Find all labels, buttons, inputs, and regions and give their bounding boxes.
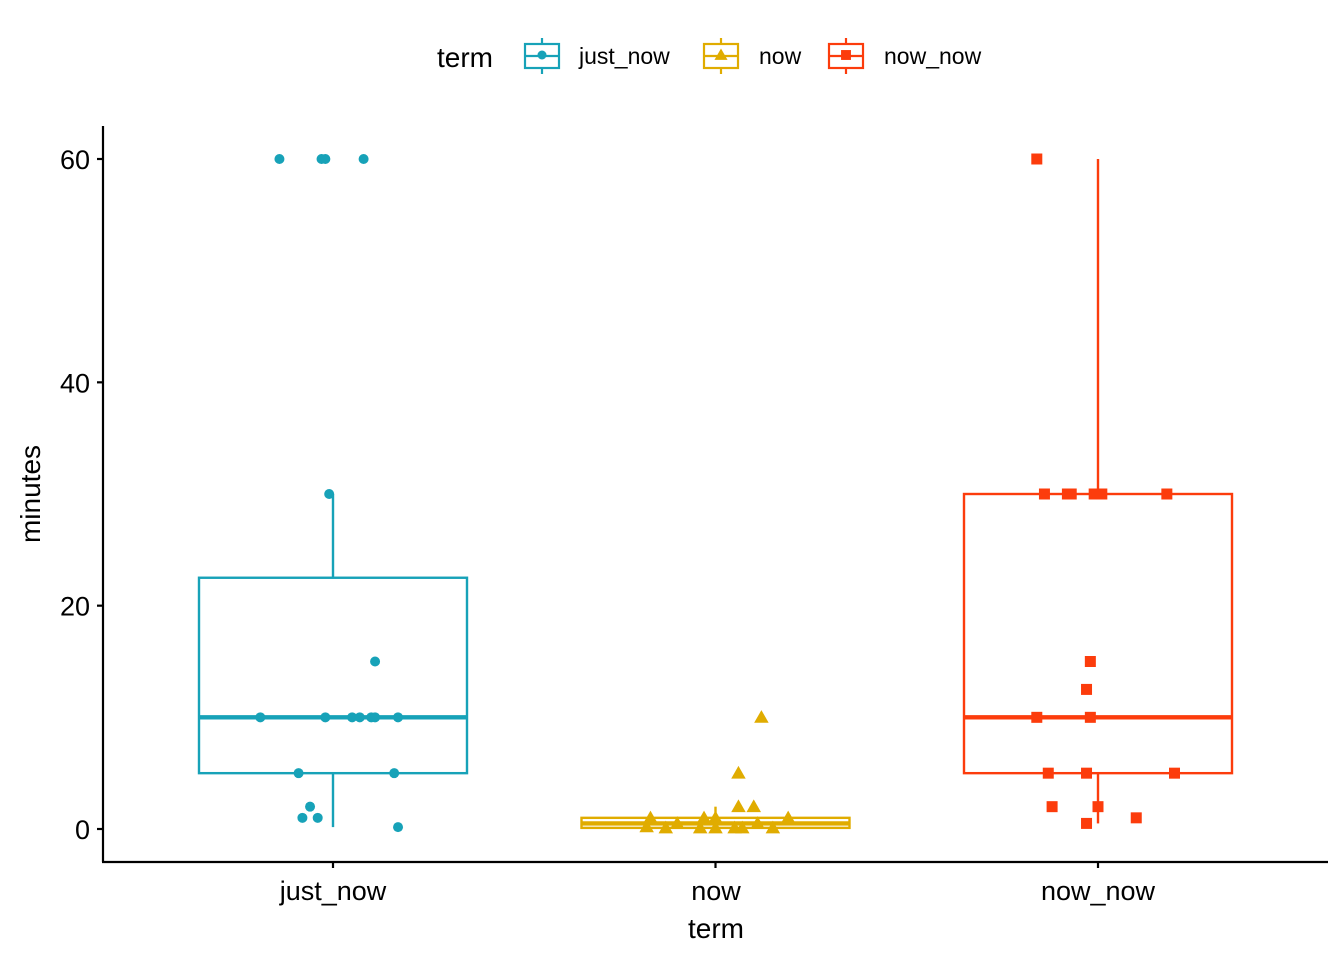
data-point [354,712,365,723]
y-tick-label-60: 60 [60,145,90,175]
legend: term just_now now now_now [437,38,982,74]
legend-title: term [437,42,493,73]
plot-area [197,153,1234,834]
data-point [750,816,765,829]
data-point [1130,812,1142,824]
legend-label-now-now: now_now [884,43,982,69]
data-point [746,799,761,813]
data-point [1084,656,1096,667]
data-point [1081,683,1093,695]
data-point [1169,767,1180,779]
series-now_now [962,153,1234,829]
y-tick-label-40: 40 [60,368,90,398]
data-point [312,812,323,823]
data-point [358,154,369,164]
data-point [780,810,796,824]
data-point [1092,801,1104,813]
data-point [731,765,746,779]
series-now [580,710,851,834]
data-point [305,801,316,812]
data-point [708,820,723,834]
data-point [670,816,685,829]
x-tick-label-now: now [691,876,741,906]
box [962,492,1234,775]
series-just_now [197,154,469,833]
box [197,576,469,775]
data-point [1042,767,1054,779]
data-point [274,154,285,164]
data-point [324,489,335,499]
data-point [1088,488,1100,500]
y-axis-title: minutes [15,445,46,543]
data-point [735,820,750,834]
data-point [255,712,266,723]
legend-key-marker [537,50,547,60]
data-point [692,820,708,834]
data-point [765,820,781,834]
data-point [731,799,746,813]
data-point [696,810,712,824]
data-point [1081,817,1093,829]
data-point [658,820,674,834]
data-point [639,819,654,833]
data-point [389,768,400,779]
y-tick-label-0: 0 [75,815,90,845]
data-point [1038,488,1050,500]
y-axis: 0 20 40 60 [60,126,105,862]
data-point [1161,488,1173,500]
data-point [754,710,769,723]
data-point [393,822,404,833]
data-point [320,712,331,723]
data-point [1081,767,1093,779]
legend-key-marker [841,50,851,60]
legend-key-just-now [523,38,561,74]
legend-label-just-now: just_now [578,43,670,69]
x-axis-title: term [688,913,744,944]
y-tick-label-20: 20 [60,592,90,622]
data-point [1046,801,1058,813]
legend-key-now [702,38,740,74]
data-point [370,712,381,723]
data-point [1096,488,1108,500]
data-point [1084,711,1096,723]
data-point [1065,488,1077,500]
x-axis: just_now now now_now [102,860,1328,906]
x-tick-label-just-now: just_now [279,876,387,906]
data-point [708,810,723,824]
legend-key-marker [714,48,728,60]
data-point [1031,153,1043,165]
data-point [393,712,404,723]
data-point [347,712,358,723]
data-point [293,768,304,779]
data-point [320,154,331,164]
data-point [1031,711,1043,723]
x-tick-label-now-now: now_now [1041,876,1156,906]
legend-label-now: now [759,43,802,69]
data-point [297,812,308,823]
data-point [370,656,381,667]
legend-key-now-now [827,38,865,74]
